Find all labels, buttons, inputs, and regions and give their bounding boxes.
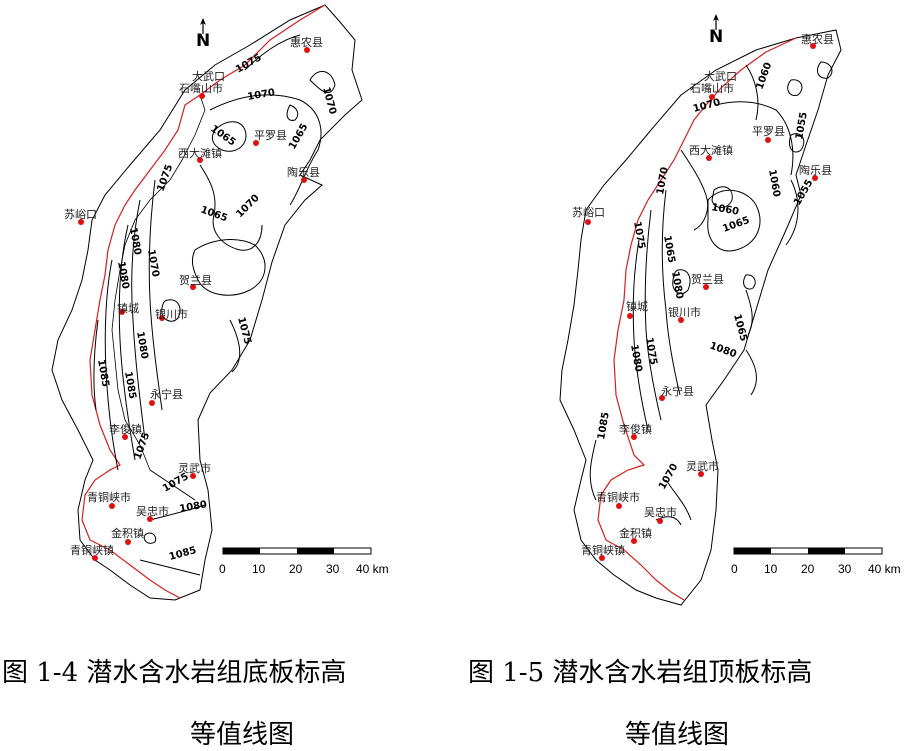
scale-tick: 30 [838, 562, 852, 576]
scale-tick: 10 [764, 562, 778, 576]
contour-label: 1080 [127, 227, 143, 256]
contour-label: 1065 [287, 122, 310, 152]
contour-label: 1070 [247, 87, 276, 103]
contour-label: 1075 [155, 163, 175, 193]
place-label: 李俊镇 [619, 422, 652, 436]
scale-tick: 20 [801, 562, 815, 576]
north-arrow: N [196, 18, 210, 51]
yellow-river [81, 4, 326, 599]
place-label: 苏峪口 [64, 208, 97, 221]
scale-tick: 10 [252, 562, 266, 576]
contour-label: 1070 [657, 462, 680, 492]
contour-label: 1080 [115, 261, 131, 290]
contour-label: 1070 [692, 97, 722, 115]
place-label: 石嘴山市 [179, 81, 223, 95]
north-label: N [709, 27, 723, 47]
place-label: 镇城 [626, 299, 648, 313]
scale-tick: 40 km [868, 562, 901, 576]
place-label: 灵武市 [686, 459, 719, 473]
place-label: 平罗县 [752, 125, 785, 138]
contour-label: 1060 [754, 61, 774, 91]
place-markers [78, 47, 310, 561]
contour-map-top-elevation: N 1060 1070 1055 1060 1070 1060 1065 105… [559, 14, 901, 606]
scale-tick: 20 [289, 562, 303, 576]
contour-label: 1080 [669, 271, 685, 300]
contour-label: 1070 [145, 249, 161, 278]
place-label: 吴忠市 [644, 505, 677, 519]
contour-label: 1070 [234, 193, 261, 220]
place-label: 贺兰县 [179, 274, 212, 287]
north-label: N [196, 31, 210, 51]
contour-label: 1080 [708, 340, 738, 360]
place-label: 石嘴山市 [690, 81, 734, 95]
contour-label: 1075 [234, 52, 264, 75]
contour-label: 1075 [631, 221, 647, 250]
contour-label: 1080 [134, 331, 150, 360]
place-label: 金积镇 [111, 526, 144, 540]
contour-label: 1065 [199, 204, 229, 224]
scale-tick: 40 km [356, 562, 389, 576]
place-label: 银川市 [668, 305, 701, 319]
place-label: 镇城 [117, 301, 139, 315]
place-label: 西大滩镇 [689, 143, 733, 157]
place-label: 大武口 [704, 69, 737, 83]
place-label: 青铜峡镇 [70, 543, 114, 557]
contour-label: 1080 [628, 344, 644, 373]
place-label: 平罗县 [254, 129, 287, 142]
contour-label: 1065 [731, 313, 749, 343]
place-label: 永宁县 [661, 384, 694, 398]
place-labels: 惠农县 大武口 石嘴山市 平罗县 西大滩镇 陶乐县 苏峪口 贺兰县 镇城 银川市… [64, 35, 323, 557]
contour-label: 1070 [320, 86, 338, 116]
figure-caption-right-line2: 等值线图 [625, 720, 730, 750]
place-label: 大武口 [192, 69, 225, 83]
place-markers [585, 43, 818, 561]
place-labels: 惠农县 大武口 石嘴山市 平罗县 西大滩镇 陶乐县 苏峪口 贺兰县 镇城 银川市… [572, 32, 834, 557]
place-label: 永宁县 [150, 387, 183, 401]
place-label: 吴忠市 [136, 504, 169, 518]
place-label: 陶乐县 [799, 163, 832, 177]
place-label: 灵武市 [178, 461, 211, 475]
contour-label: 1075 [643, 337, 659, 366]
contour-label: 1085 [95, 359, 111, 388]
north-arrow: N [709, 14, 723, 47]
place-label: 陶乐县 [287, 165, 320, 179]
study-area-boundary [559, 29, 842, 606]
contour-label: 1070 [655, 166, 671, 195]
study-area-boundary [51, 4, 363, 601]
place-label: 李俊镇 [109, 422, 142, 436]
place-label: 苏峪口 [572, 206, 605, 219]
contour-label: 1085 [596, 411, 612, 440]
place-label: 贺兰县 [691, 273, 724, 286]
place-label: 青铜峡镇 [581, 543, 625, 557]
place-label: 银川市 [155, 307, 188, 321]
yellow-river [597, 37, 797, 601]
place-label: 金积镇 [619, 526, 652, 540]
contour-label: 1085 [168, 545, 198, 563]
scale-bar: 0 10 20 30 40 km [731, 547, 901, 576]
scale-tick: 0 [731, 562, 738, 576]
contour-label: 1065 [721, 215, 751, 235]
contour-label: 1080 [179, 499, 208, 515]
scale-tick: 0 [219, 562, 226, 576]
contour-label: 1060 [710, 202, 739, 218]
figure-caption-left: 图 1-4 潜水含水岩组底板标高 [2, 658, 347, 688]
figure-caption-right: 图 1-5 潜水含水岩组顶板标高 [468, 658, 813, 688]
contour-lines [589, 61, 833, 526]
contour-label: 1065 [661, 235, 677, 264]
scale-tick: 30 [326, 562, 340, 576]
place-label: 惠农县 [290, 35, 323, 49]
scale-bar: 0 10 20 30 40 km [219, 547, 389, 576]
contour-label: 1055 [794, 111, 810, 140]
place-label: 西大滩镇 [178, 146, 222, 160]
place-label: 青铜峡市 [596, 490, 640, 504]
contour-lines [93, 34, 336, 576]
contour-label: 1085 [122, 371, 138, 400]
place-label: 惠农县 [801, 32, 834, 46]
contour-map-bottom-elevation: N 1075 1070 1070 1065 1065 1075 1065 107… [51, 4, 389, 601]
contour-label: 1060 [766, 169, 782, 198]
place-label: 青铜峡市 [87, 490, 131, 504]
figure-caption-left-line2: 等值线图 [190, 720, 295, 750]
